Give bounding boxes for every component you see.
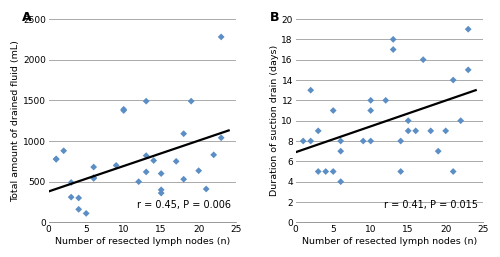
Point: [434, 149, 442, 153]
Point: [74, 196, 82, 200]
Point: [90, 176, 98, 180]
Point: [194, 169, 202, 173]
Point: [412, 129, 420, 133]
Y-axis label: Total amount of drained fluid (mL): Total amount of drained fluid (mL): [11, 40, 20, 202]
Point: [90, 165, 98, 169]
Point: [74, 207, 82, 211]
Point: [52, 157, 60, 161]
X-axis label: Number of resected lymph nodes (n): Number of resected lymph nodes (n): [302, 237, 477, 246]
Point: [217, 136, 225, 140]
Point: [404, 129, 412, 133]
Point: [329, 169, 337, 173]
Text: r = 0.45, P = 0.006: r = 0.45, P = 0.006: [136, 200, 230, 210]
Point: [217, 35, 225, 39]
Point: [142, 99, 150, 103]
Point: [366, 139, 374, 143]
Point: [419, 58, 427, 62]
Point: [366, 98, 374, 102]
Point: [329, 108, 337, 113]
Point: [359, 139, 367, 143]
Point: [464, 68, 472, 72]
Point: [336, 180, 344, 184]
Y-axis label: Duration of suction drain (days): Duration of suction drain (days): [270, 45, 278, 196]
Point: [456, 119, 464, 123]
Point: [67, 195, 75, 199]
Point: [150, 159, 158, 163]
Point: [336, 139, 344, 143]
Point: [180, 177, 188, 181]
Point: [180, 132, 188, 136]
Point: [142, 170, 150, 174]
Point: [112, 163, 120, 168]
Point: [306, 139, 314, 143]
Point: [464, 27, 472, 31]
Point: [134, 180, 142, 184]
Point: [449, 78, 457, 82]
Point: [306, 88, 314, 92]
Point: [442, 129, 450, 133]
Point: [187, 99, 195, 103]
Point: [449, 169, 457, 173]
Point: [404, 119, 412, 123]
Text: B: B: [270, 11, 279, 24]
Point: [389, 48, 397, 52]
Point: [142, 154, 150, 158]
Text: A: A: [22, 11, 32, 24]
Point: [120, 108, 128, 113]
Point: [157, 171, 165, 176]
Point: [382, 98, 390, 102]
Point: [67, 180, 75, 185]
Point: [426, 129, 434, 133]
Point: [299, 139, 307, 143]
Point: [336, 149, 344, 153]
Point: [396, 169, 404, 173]
Point: [389, 37, 397, 41]
Point: [157, 191, 165, 195]
Point: [322, 169, 330, 173]
Point: [366, 108, 374, 113]
Point: [396, 139, 404, 143]
Point: [120, 107, 128, 111]
X-axis label: Number of resected lymph nodes (n): Number of resected lymph nodes (n): [55, 237, 230, 246]
Point: [172, 159, 180, 163]
Point: [90, 176, 98, 180]
Point: [314, 169, 322, 173]
Point: [82, 211, 90, 215]
Text: r = 0.41, P = 0.015: r = 0.41, P = 0.015: [384, 200, 478, 210]
Point: [60, 149, 68, 153]
Point: [314, 129, 322, 133]
Point: [210, 153, 218, 157]
Point: [157, 188, 165, 192]
Point: [52, 157, 60, 161]
Point: [202, 187, 210, 191]
